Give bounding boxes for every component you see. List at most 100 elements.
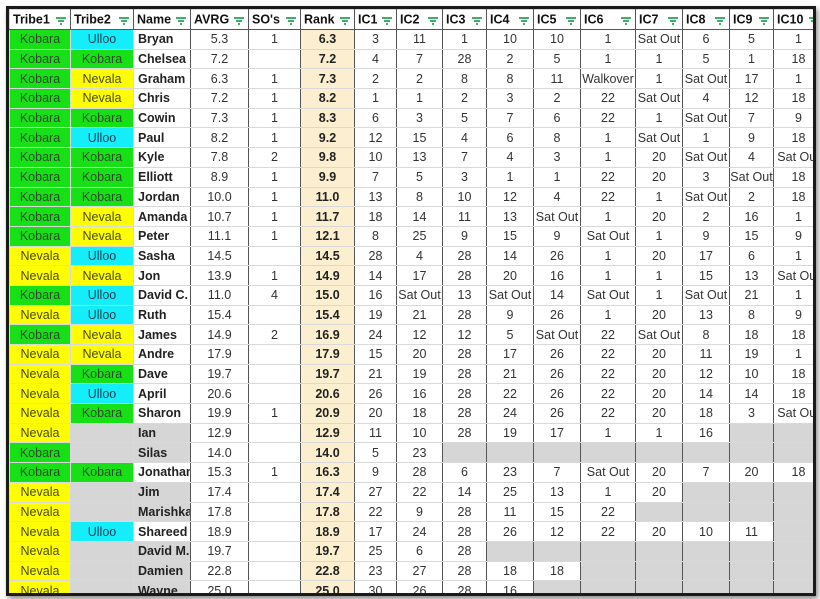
filter-icon[interactable] <box>56 17 66 25</box>
tribe2-cell[interactable] <box>70 580 134 593</box>
name-cell[interactable]: Elliott <box>133 166 191 188</box>
tribe1-cell[interactable]: Nevala <box>9 560 71 582</box>
so-cell[interactable]: 4 <box>248 284 301 306</box>
rank-cell[interactable]: 8.3 <box>300 107 355 129</box>
ic9-cell[interactable] <box>729 540 774 562</box>
avrg-cell[interactable]: 6.3 <box>190 68 249 90</box>
ic5-cell[interactable]: 26 <box>533 383 581 405</box>
ic9-cell[interactable]: 1 <box>729 48 774 70</box>
ic7-cell[interactable]: 20 <box>635 344 683 365</box>
tribe1-cell[interactable]: Kobara <box>9 127 71 149</box>
ic4-cell[interactable]: 15 <box>486 225 534 247</box>
ic9-cell[interactable]: 10 <box>729 363 774 385</box>
so-cell[interactable] <box>248 580 301 593</box>
ic7-cell[interactable]: 1 <box>635 422 683 444</box>
ic8-cell[interactable]: 11 <box>682 344 730 365</box>
ic9-cell[interactable]: 7 <box>729 107 774 129</box>
ic9-cell[interactable]: 11 <box>729 521 774 542</box>
tribe1-cell[interactable]: Kobara <box>9 324 71 345</box>
ic2-cell[interactable]: 14 <box>396 206 443 227</box>
name-cell[interactable]: Sharon <box>133 403 191 424</box>
column-header-ic1[interactable]: IC1 <box>354 9 397 30</box>
ic2-cell[interactable]: 6 <box>396 540 443 562</box>
rank-cell[interactable]: 14.9 <box>300 265 355 286</box>
ic1-cell[interactable]: 14 <box>354 265 397 286</box>
ic1-cell[interactable]: 30 <box>354 580 397 593</box>
tribe2-cell[interactable]: Kobara <box>70 166 134 188</box>
ic5-cell[interactable]: 14 <box>533 284 581 306</box>
ic3-cell[interactable]: 28 <box>442 363 487 385</box>
name-cell[interactable]: Amanda <box>133 206 191 227</box>
ic2-cell[interactable]: 13 <box>396 147 443 168</box>
tribe2-cell[interactable]: Kobara <box>70 107 134 129</box>
name-cell[interactable]: Marishka <box>133 501 191 523</box>
ic2-cell[interactable]: 4 <box>396 245 443 267</box>
ic3-cell[interactable]: 28 <box>442 422 487 444</box>
tribe1-cell[interactable]: Nevala <box>9 481 71 503</box>
ic9-cell[interactable]: 5 <box>729 29 774 50</box>
ic2-cell[interactable]: 20 <box>396 344 443 365</box>
so-cell[interactable] <box>248 442 301 464</box>
ic3-cell[interactable]: 11 <box>442 206 487 227</box>
filter-icon[interactable] <box>472 17 482 25</box>
avrg-cell[interactable]: 17.9 <box>190 344 249 365</box>
ic5-cell[interactable]: Sat Out <box>533 324 581 345</box>
ic1-cell[interactable]: 2 <box>354 68 397 90</box>
ic10-cell[interactable]: 1 <box>773 344 813 365</box>
ic5-cell[interactable]: 10 <box>533 29 581 50</box>
rank-cell[interactable]: 14.0 <box>300 442 355 464</box>
ic8-cell[interactable]: Sat Out <box>682 147 730 168</box>
tribe1-cell[interactable]: Kobara <box>9 88 71 109</box>
ic7-cell[interactable]: 1 <box>635 265 683 286</box>
tribe1-cell[interactable]: Nevala <box>9 580 71 593</box>
ic10-cell[interactable]: 1 <box>773 68 813 90</box>
ic5-cell[interactable]: 17 <box>533 422 581 444</box>
ic5-cell[interactable]: 3 <box>533 147 581 168</box>
so-cell[interactable]: 2 <box>248 147 301 168</box>
filter-icon[interactable] <box>176 17 186 25</box>
avrg-cell[interactable]: 12.9 <box>190 422 249 444</box>
ic4-cell[interactable]: 18 <box>486 560 534 582</box>
ic7-cell[interactable]: 20 <box>635 462 683 483</box>
ic3-cell[interactable]: 14 <box>442 481 487 503</box>
name-cell[interactable]: Wayne <box>133 580 191 593</box>
tribe2-cell[interactable] <box>70 422 134 444</box>
ic4-cell[interactable] <box>486 442 534 464</box>
ic10-cell[interactable]: 18 <box>773 363 813 385</box>
ic1-cell[interactable]: 8 <box>354 225 397 247</box>
tribe1-cell[interactable]: Kobara <box>9 284 71 306</box>
ic10-cell[interactable] <box>773 442 813 464</box>
ic6-cell[interactable]: 1 <box>580 422 636 444</box>
ic3-cell[interactable]: 4 <box>442 127 487 149</box>
ic2-cell[interactable]: 3 <box>396 107 443 129</box>
tribe1-cell[interactable]: Nevala <box>9 422 71 444</box>
so-cell[interactable]: 1 <box>248 88 301 109</box>
tribe1-cell[interactable]: Kobara <box>9 68 71 90</box>
tribe1-cell[interactable]: Kobara <box>9 442 71 464</box>
ic1-cell[interactable]: 25 <box>354 540 397 562</box>
name-cell[interactable]: Bryan <box>133 29 191 50</box>
ic3-cell[interactable]: 28 <box>442 383 487 405</box>
ic8-cell[interactable]: 6 <box>682 29 730 50</box>
tribe2-cell[interactable]: Ulloo <box>70 383 134 405</box>
filter-icon[interactable] <box>234 17 244 25</box>
ic3-cell[interactable]: 28 <box>442 521 487 542</box>
ic10-cell[interactable]: Sat Out <box>773 403 813 424</box>
rank-cell[interactable]: 12.9 <box>300 422 355 444</box>
rank-cell[interactable]: 25.0 <box>300 580 355 593</box>
ic1-cell[interactable]: 4 <box>354 48 397 70</box>
avrg-cell[interactable]: 18.9 <box>190 521 249 542</box>
ic3-cell[interactable]: 1 <box>442 29 487 50</box>
ic3-cell[interactable]: 28 <box>442 580 487 593</box>
ic8-cell[interactable] <box>682 540 730 562</box>
tribe1-cell[interactable]: Nevala <box>9 344 71 365</box>
ic7-cell[interactable] <box>635 540 683 562</box>
ic4-cell[interactable] <box>486 540 534 562</box>
ic6-cell[interactable]: 1 <box>580 304 636 326</box>
ic4-cell[interactable]: 9 <box>486 304 534 326</box>
ic10-cell[interactable] <box>773 560 813 582</box>
so-cell[interactable]: 1 <box>248 127 301 149</box>
ic4-cell[interactable]: 19 <box>486 422 534 444</box>
name-cell[interactable]: Kyle <box>133 147 191 168</box>
ic10-cell[interactable] <box>773 501 813 523</box>
